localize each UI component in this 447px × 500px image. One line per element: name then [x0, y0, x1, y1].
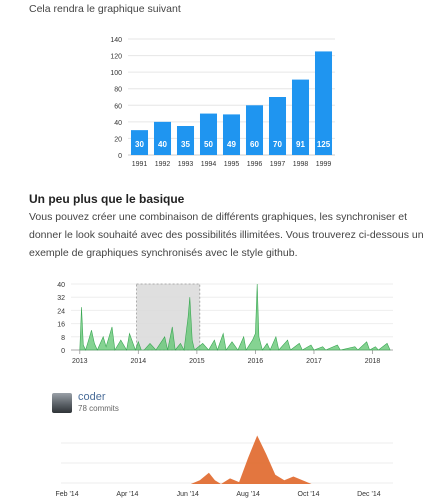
- x-tick-label: 2013: [72, 358, 88, 365]
- bar[interactable]: [153, 121, 172, 155]
- timeline-area-chart[interactable]: 0 8 16 24 32 40 2013 2014 2015 2016 2017 2018: [33, 264, 403, 374]
- bar[interactable]: [176, 126, 195, 155]
- bar-data-label: 125: [317, 140, 331, 149]
- intro-text: Cela rendra le graphique suivant: [29, 3, 181, 15]
- x-tick-label: Feb '14: [55, 491, 78, 498]
- x-tick-label: Jun '14: [177, 491, 199, 498]
- timeline-area-series: [79, 283, 391, 351]
- y-tick-label: 80: [114, 87, 122, 94]
- section-paragraph: Vous pouvez créer une combinaison de dif…: [29, 211, 424, 259]
- x-tick-label: Aug '14: [236, 491, 260, 498]
- bar-data-label: 60: [250, 140, 259, 149]
- x-tick-label: 1993: [178, 161, 194, 168]
- x-tick-label: Dec '14: [357, 491, 381, 498]
- x-tick-label: 1992: [155, 161, 171, 168]
- bar-chart: 0 20 40 60 80 100 120 140 30 40 35 50 49 60 70 91 125 1…: [110, 37, 335, 168]
- bar-data-label: 30: [135, 140, 144, 149]
- bar-data-label: 35: [181, 140, 190, 149]
- bar[interactable]: [222, 114, 241, 155]
- y-tick-label: 0: [118, 153, 122, 160]
- bar[interactable]: [268, 97, 287, 155]
- y-tick-label: 0: [61, 348, 65, 355]
- timeline-x-labels: 2013 2014 2015 2016 2017 2018: [72, 358, 380, 365]
- x-tick-label: 2014: [131, 358, 147, 365]
- y-tick-label: 140: [110, 37, 122, 44]
- y-tick-label: 20: [114, 136, 122, 143]
- contributor-name[interactable]: coder: [78, 391, 106, 403]
- y-tick-label: 24: [57, 308, 65, 315]
- x-tick-label: 2018: [365, 358, 381, 365]
- bar[interactable]: [291, 79, 310, 155]
- bar-chart-x-labels: 1991 1992 1993 1994 1995 1996 1997 1998 1999: [132, 161, 332, 168]
- bar-chart-bars: 30 40 35 50 49 60 70 91 125: [130, 51, 333, 155]
- x-tick-label: 2016: [248, 358, 264, 365]
- y-tick-label: 8: [61, 335, 65, 342]
- bar-data-label: 91: [296, 140, 305, 149]
- section-title: Un peu plus que le basique: [29, 192, 185, 206]
- x-tick-label: 1991: [132, 161, 148, 168]
- bar-data-label: 70: [273, 140, 282, 149]
- bar[interactable]: [314, 51, 333, 155]
- y-tick-label: 40: [57, 282, 65, 289]
- bar[interactable]: [245, 105, 264, 155]
- y-tick-label: 60: [114, 103, 122, 110]
- y-tick-label: 40: [114, 120, 122, 127]
- bar-data-label: 49: [227, 140, 236, 149]
- bar[interactable]: [130, 130, 149, 155]
- x-tick-label: 1996: [247, 161, 263, 168]
- x-tick-label: 2015: [189, 358, 205, 365]
- contributor-x-labels: Feb '14 Apr '14 Jun '14 Aug '14 Oct '14 Dec '…: [55, 491, 380, 498]
- contributor-grid: [61, 442, 393, 484]
- y-tick-label: 100: [110, 70, 122, 77]
- bar-data-label: 40: [158, 140, 167, 149]
- bar[interactable]: [199, 113, 218, 155]
- avatar[interactable]: [52, 393, 72, 413]
- x-tick-label: 1995: [224, 161, 240, 168]
- x-tick-label: Oct '14: [298, 491, 320, 498]
- x-tick-label: 2017: [306, 358, 322, 365]
- x-tick-label: Apr '14: [116, 491, 138, 498]
- contributor-area-chart: Feb '14 Apr '14 Jun '14 Aug '14 Oct '14 Dec '…: [55, 435, 393, 498]
- x-tick-label: 1998: [293, 161, 309, 168]
- y-tick-label: 120: [110, 54, 122, 61]
- x-tick-label: 1994: [201, 161, 217, 168]
- x-tick-label: 1999: [316, 161, 332, 168]
- y-tick-label: 32: [57, 295, 65, 302]
- contributor-commits: 78 commits: [78, 404, 119, 413]
- x-tick-label: 1997: [270, 161, 286, 168]
- y-tick-label: 16: [57, 322, 65, 329]
- bar-data-label: 50: [204, 140, 213, 149]
